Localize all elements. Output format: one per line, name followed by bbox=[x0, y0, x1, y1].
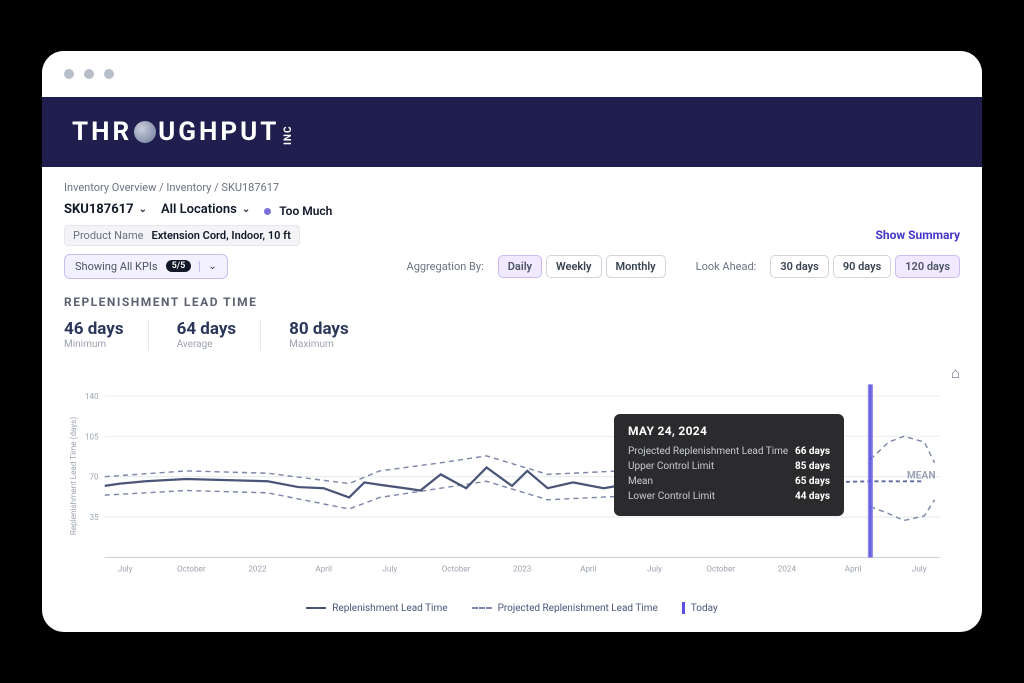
logo-text-2: UGHPUT bbox=[158, 117, 279, 147]
tooltip-date: MAY 24, 2024 bbox=[628, 424, 830, 438]
browser-frame: THR UGHPUT INC Inventory Overview / Inve… bbox=[42, 51, 982, 632]
chevron-down-icon: ⌄ bbox=[199, 261, 216, 272]
svg-text:July: July bbox=[118, 564, 133, 574]
brand-logo: THR UGHPUT INC bbox=[72, 117, 294, 147]
chevron-down-icon: ⌄ bbox=[242, 204, 250, 215]
tooltip-row: Lower Control Limit44 days bbox=[628, 491, 830, 502]
kpi-count-badge: 5/5 bbox=[166, 260, 192, 272]
svg-text:April: April bbox=[580, 564, 597, 574]
svg-text:October: October bbox=[706, 564, 735, 574]
stat-min: 46 days Minimum bbox=[64, 319, 149, 350]
section-title: REPLENISHMENT LEAD TIME bbox=[64, 295, 960, 309]
kpi-filter-pill[interactable]: Showing All KPIs 5/5 ⌄ bbox=[64, 254, 228, 279]
breadcrumb-item[interactable]: Inventory bbox=[166, 181, 211, 194]
top-banner: THR UGHPUT INC bbox=[42, 97, 982, 167]
svg-text:October: October bbox=[177, 564, 206, 574]
svg-text:July: July bbox=[382, 564, 397, 574]
svg-text:April: April bbox=[845, 564, 862, 574]
svg-text:35: 35 bbox=[89, 512, 99, 522]
logo-text-1: THR bbox=[72, 117, 132, 147]
lookahead-button[interactable]: 120 days bbox=[895, 255, 960, 278]
lookahead-label: Look Ahead: bbox=[696, 260, 757, 273]
product-label: Product Name bbox=[73, 229, 144, 242]
svg-text:140: 140 bbox=[85, 391, 99, 401]
svg-text:MEAN: MEAN bbox=[907, 470, 936, 481]
lookahead-button[interactable]: 30 days bbox=[770, 255, 828, 278]
sku-selector[interactable]: SKU187617 ⌄ bbox=[64, 202, 147, 217]
logo-suffix: INC bbox=[284, 119, 294, 145]
svg-text:2023: 2023 bbox=[513, 564, 532, 574]
location-selector[interactable]: All Locations ⌄ bbox=[161, 202, 250, 217]
svg-text:April: April bbox=[315, 564, 332, 574]
window-dot bbox=[84, 69, 94, 79]
chevron-down-icon: ⌄ bbox=[139, 204, 147, 215]
home-icon[interactable]: ⌂ bbox=[951, 364, 960, 382]
status-dot-icon bbox=[264, 208, 271, 215]
tooltip-row: Projected Replenishment Lead Time66 days bbox=[628, 446, 830, 457]
svg-text:July: July bbox=[912, 564, 927, 574]
selector-row: SKU187617 ⌄ All Locations ⌄ Too Much bbox=[64, 200, 960, 219]
svg-text:2024: 2024 bbox=[778, 564, 797, 574]
legend-line-icon bbox=[306, 607, 326, 609]
aggregation-weekly-button[interactable]: Weekly bbox=[546, 255, 601, 278]
product-name-box: Product Name Extension Cord, Indoor, 10 … bbox=[64, 225, 300, 246]
breadcrumb-item[interactable]: SKU187617 bbox=[221, 181, 279, 194]
legend-dashed: Projected Replenishment Lead Time bbox=[472, 602, 658, 614]
aggregation-monthly-button[interactable]: Monthly bbox=[606, 255, 666, 278]
stat-avg: 64 days Average bbox=[177, 319, 262, 350]
chart-tooltip: MAY 24, 2024 Projected Replenishment Lea… bbox=[614, 414, 844, 516]
controls-row: Showing All KPIs 5/5 ⌄ Aggregation By: D… bbox=[64, 254, 960, 279]
aggregation-daily-button[interactable]: Daily bbox=[498, 255, 542, 278]
legend-dash-icon bbox=[472, 607, 492, 609]
breadcrumb-item[interactable]: Inventory Overview bbox=[64, 181, 156, 194]
breadcrumb: Inventory Overview / Inventory / SKU1876… bbox=[64, 181, 960, 194]
content-area: Inventory Overview / Inventory / SKU1876… bbox=[42, 167, 982, 632]
svg-text:Replenishment Lead Time (days): Replenishment Lead Time (days) bbox=[68, 417, 79, 535]
svg-text:2022: 2022 bbox=[248, 564, 267, 574]
svg-text:105: 105 bbox=[85, 431, 99, 441]
lookahead-button[interactable]: 90 days bbox=[833, 255, 891, 278]
tooltip-row: Upper Control Limit85 days bbox=[628, 461, 830, 472]
svg-text:70: 70 bbox=[89, 472, 99, 482]
legend-bar-icon bbox=[682, 602, 685, 614]
chart-container: ⌂ 35 70 105 140 Replenishment Lead Time (day… bbox=[64, 364, 960, 614]
product-value: Extension Cord, Indoor, 10 ft bbox=[152, 229, 291, 242]
svg-text:July: July bbox=[647, 564, 662, 574]
window-dot bbox=[104, 69, 114, 79]
browser-titlebar bbox=[42, 51, 982, 97]
legend-solid: Replenishment Lead Time bbox=[306, 602, 447, 614]
tooltip-row: Mean65 days bbox=[628, 476, 830, 487]
chart-legend: Replenishment Lead Time Projected Replen… bbox=[64, 602, 960, 614]
window-dot bbox=[64, 69, 74, 79]
legend-today: Today bbox=[682, 602, 718, 614]
status-indicator: Too Much bbox=[264, 200, 332, 219]
stats-row: 46 days Minimum 64 days Average 80 days … bbox=[64, 319, 960, 350]
product-row: Product Name Extension Cord, Indoor, 10 … bbox=[64, 225, 960, 246]
globe-icon bbox=[134, 121, 156, 143]
svg-text:October: October bbox=[442, 564, 471, 574]
stat-max: 80 days Maximum bbox=[289, 319, 373, 350]
show-summary-link[interactable]: Show Summary bbox=[875, 228, 960, 242]
aggregation-label: Aggregation By: bbox=[407, 260, 484, 273]
right-controls: Aggregation By: DailyWeeklyMonthly Look … bbox=[407, 260, 960, 273]
